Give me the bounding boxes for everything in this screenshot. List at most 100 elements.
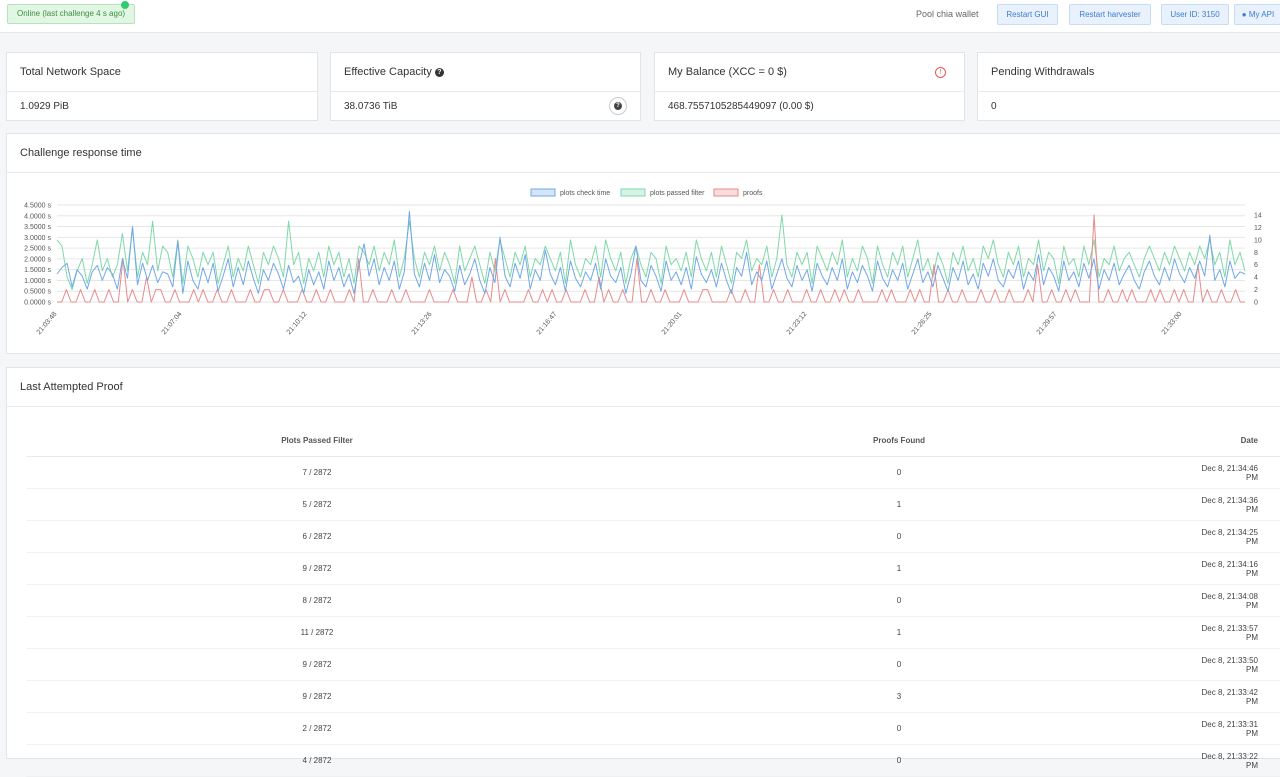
cell-proofs-found: 1 — [608, 488, 1190, 521]
my-api-button[interactable]: ● My API — [1234, 4, 1280, 25]
card-header: Last Attempted Proof — [7, 368, 1280, 407]
card-header: Total Network Space — [7, 53, 317, 92]
card-title-text: Effective Capacity — [344, 66, 432, 78]
proofs-table: Plots Passed Filter Proofs Found Date 7 … — [26, 424, 1280, 777]
question-icon: ? — [614, 102, 622, 110]
legend-item[interactable]: plots passed filter — [620, 188, 705, 197]
chart-series — [56, 211, 1246, 303]
y-left-tick: 3.0000 s — [24, 235, 51, 242]
help-button[interactable]: ? — [609, 97, 627, 115]
y-right-tick: 12 — [1254, 225, 1262, 232]
x-tick: 21:13:26 — [411, 311, 434, 336]
x-tick: 21:20:01 — [661, 311, 684, 336]
cell-plots-passed: 9 / 2872 — [26, 648, 608, 681]
card-value: 1.0929 PiB — [20, 101, 69, 112]
card-title: My Balance (XCC = 0 $) — [668, 66, 787, 78]
col-header-plots-passed[interactable]: Plots Passed Filter — [26, 424, 608, 457]
table-row: 7 / 2872 0 Dec 8, 21:34:46 PM — [26, 456, 1280, 489]
y-right-tick: 6 — [1254, 262, 1258, 269]
y-right-tick: 14 — [1254, 213, 1262, 220]
y-left-tick: 1.5000 s — [24, 267, 51, 274]
legend-label: plots passed filter — [650, 190, 705, 197]
cell-plots-passed: 9 / 2872 — [26, 680, 608, 713]
cell-date: Dec 8, 21:34:08 PM — [1190, 584, 1280, 617]
stat-card-pending-withdrawals: Pending Withdrawals 0 — [977, 52, 1280, 121]
y-right-tick: 4 — [1254, 275, 1258, 282]
cell-proofs-found: 0 — [608, 648, 1190, 681]
cell-plots-passed: 4 / 2872 — [26, 744, 608, 777]
cell-plots-passed: 5 / 2872 — [26, 488, 608, 521]
col-header-date[interactable]: Date — [1190, 424, 1280, 457]
chart-legend: plots check time plots passed filter proof… — [530, 188, 763, 197]
x-tick: 21:26:25 — [911, 311, 934, 336]
legend-label: plots check time — [560, 190, 610, 197]
y-right-tick: 0 — [1254, 300, 1258, 307]
card-value: 468.7557105285449097 (0.00 $) — [668, 101, 814, 112]
x-tick: 21:10:12 — [286, 311, 309, 336]
cell-date: Dec 8, 21:33:31 PM — [1190, 712, 1280, 745]
y-left-tick: 4.5000 s — [24, 203, 51, 210]
y-axis-right: 14 12 10 8 6 4 2 0 — [1254, 213, 1262, 307]
series-line-plots-check-time — [56, 211, 1246, 294]
y-right-tick: 2 — [1254, 287, 1258, 294]
y-left-tick: 0.5000 s — [24, 289, 51, 296]
y-right-tick: 8 — [1254, 250, 1258, 257]
y-left-tick: 0.0000 s — [24, 300, 51, 307]
restart-harvester-button[interactable]: Restart harvester — [1069, 4, 1151, 25]
status-badge: Online (last challenge 4 s ago) — [7, 4, 136, 24]
cell-date: Dec 8, 21:34:16 PM — [1190, 552, 1280, 585]
y-left-tick: 1.0000 s — [24, 278, 51, 285]
question-icon[interactable]: ? — [434, 67, 444, 77]
wallet-label: Pool chia wallet — [916, 9, 979, 19]
cell-date: Dec 8, 21:34:36 PM — [1190, 488, 1280, 521]
legend-item[interactable]: plots check time — [530, 188, 610, 197]
series-line-plots-passed-filter — [56, 214, 1246, 291]
cell-plots-passed: 6 / 2872 — [26, 520, 608, 553]
x-tick: 21:16:47 — [536, 311, 559, 336]
col-header-proofs-found[interactable]: Proofs Found — [608, 424, 1190, 457]
pin-icon: ● — [1241, 10, 1247, 19]
user-id-button[interactable]: User ID: 3150 — [1161, 4, 1229, 25]
table-row: 5 / 2872 1 Dec 8, 21:34:36 PM — [26, 488, 1280, 521]
response-time-chart[interactable]: plots check time plots passed filter proof… — [7, 173, 1280, 352]
stat-card-balance: My Balance (XCC = 0 $) ! 468.75571052854… — [654, 52, 965, 121]
x-tick: 21:29:57 — [1036, 311, 1059, 336]
cell-plots-passed: 2 / 2872 — [26, 712, 608, 745]
card-header: Effective Capacity? — [331, 53, 640, 92]
cell-plots-passed: 8 / 2872 — [26, 584, 608, 617]
table-row: 6 / 2872 0 Dec 8, 21:34:25 PM — [26, 520, 1280, 553]
cell-date: Dec 8, 21:33:22 PM — [1190, 744, 1280, 777]
cell-proofs-found: 1 — [608, 552, 1190, 585]
x-tick: 21:07:04 — [161, 311, 184, 336]
x-tick: 21:33:00 — [1161, 311, 1184, 336]
table-header-row: Plots Passed Filter Proofs Found Date — [26, 424, 1280, 457]
my-api-label: My API — [1248, 10, 1275, 19]
top-bar: Online (last challenge 4 s ago) Pool chi… — [0, 0, 1280, 33]
cell-proofs-found: 0 — [608, 712, 1190, 745]
cell-date: Dec 8, 21:33:42 PM — [1190, 680, 1280, 713]
card-header: Challenge response time — [7, 134, 1280, 173]
card-value: 38.0736 TiB — [344, 101, 398, 112]
cell-date: Dec 8, 21:33:57 PM — [1190, 616, 1280, 649]
last-proof-card: Last Attempted Proof Plots Passed Filter… — [6, 367, 1280, 777]
legend-swatch — [530, 188, 556, 197]
series-line-proofs — [57, 214, 1245, 303]
stat-card-network-space: Total Network Space 1.0929 PiB — [6, 52, 318, 121]
card-header: Pending Withdrawals — [978, 53, 1280, 92]
restart-gui-button[interactable]: Restart GUI — [997, 4, 1058, 25]
cell-proofs-found: 0 — [608, 520, 1190, 553]
cell-proofs-found: 3 — [608, 680, 1190, 713]
y-left-tick: 2.5000 s — [24, 246, 51, 253]
table-row: 11 / 2872 1 Dec 8, 21:33:57 PM — [26, 616, 1280, 649]
section-title: Last Attempted Proof — [20, 381, 123, 393]
cell-proofs-found: 1 — [608, 616, 1190, 649]
table-row: 9 / 2872 0 Dec 8, 21:33:50 PM — [26, 648, 1280, 681]
card-title: Total Network Space — [20, 66, 121, 78]
alert-icon[interactable]: ! — [935, 67, 946, 78]
table-row: 9 / 2872 3 Dec 8, 21:33:42 PM — [26, 680, 1280, 713]
legend-item[interactable]: proofs — [713, 188, 763, 197]
legend-swatch — [620, 188, 646, 197]
y-left-tick: 2.0000 s — [24, 256, 51, 263]
chart-card: Challenge response time plots check time… — [6, 133, 1280, 354]
cell-plots-passed: 9 / 2872 — [26, 552, 608, 585]
